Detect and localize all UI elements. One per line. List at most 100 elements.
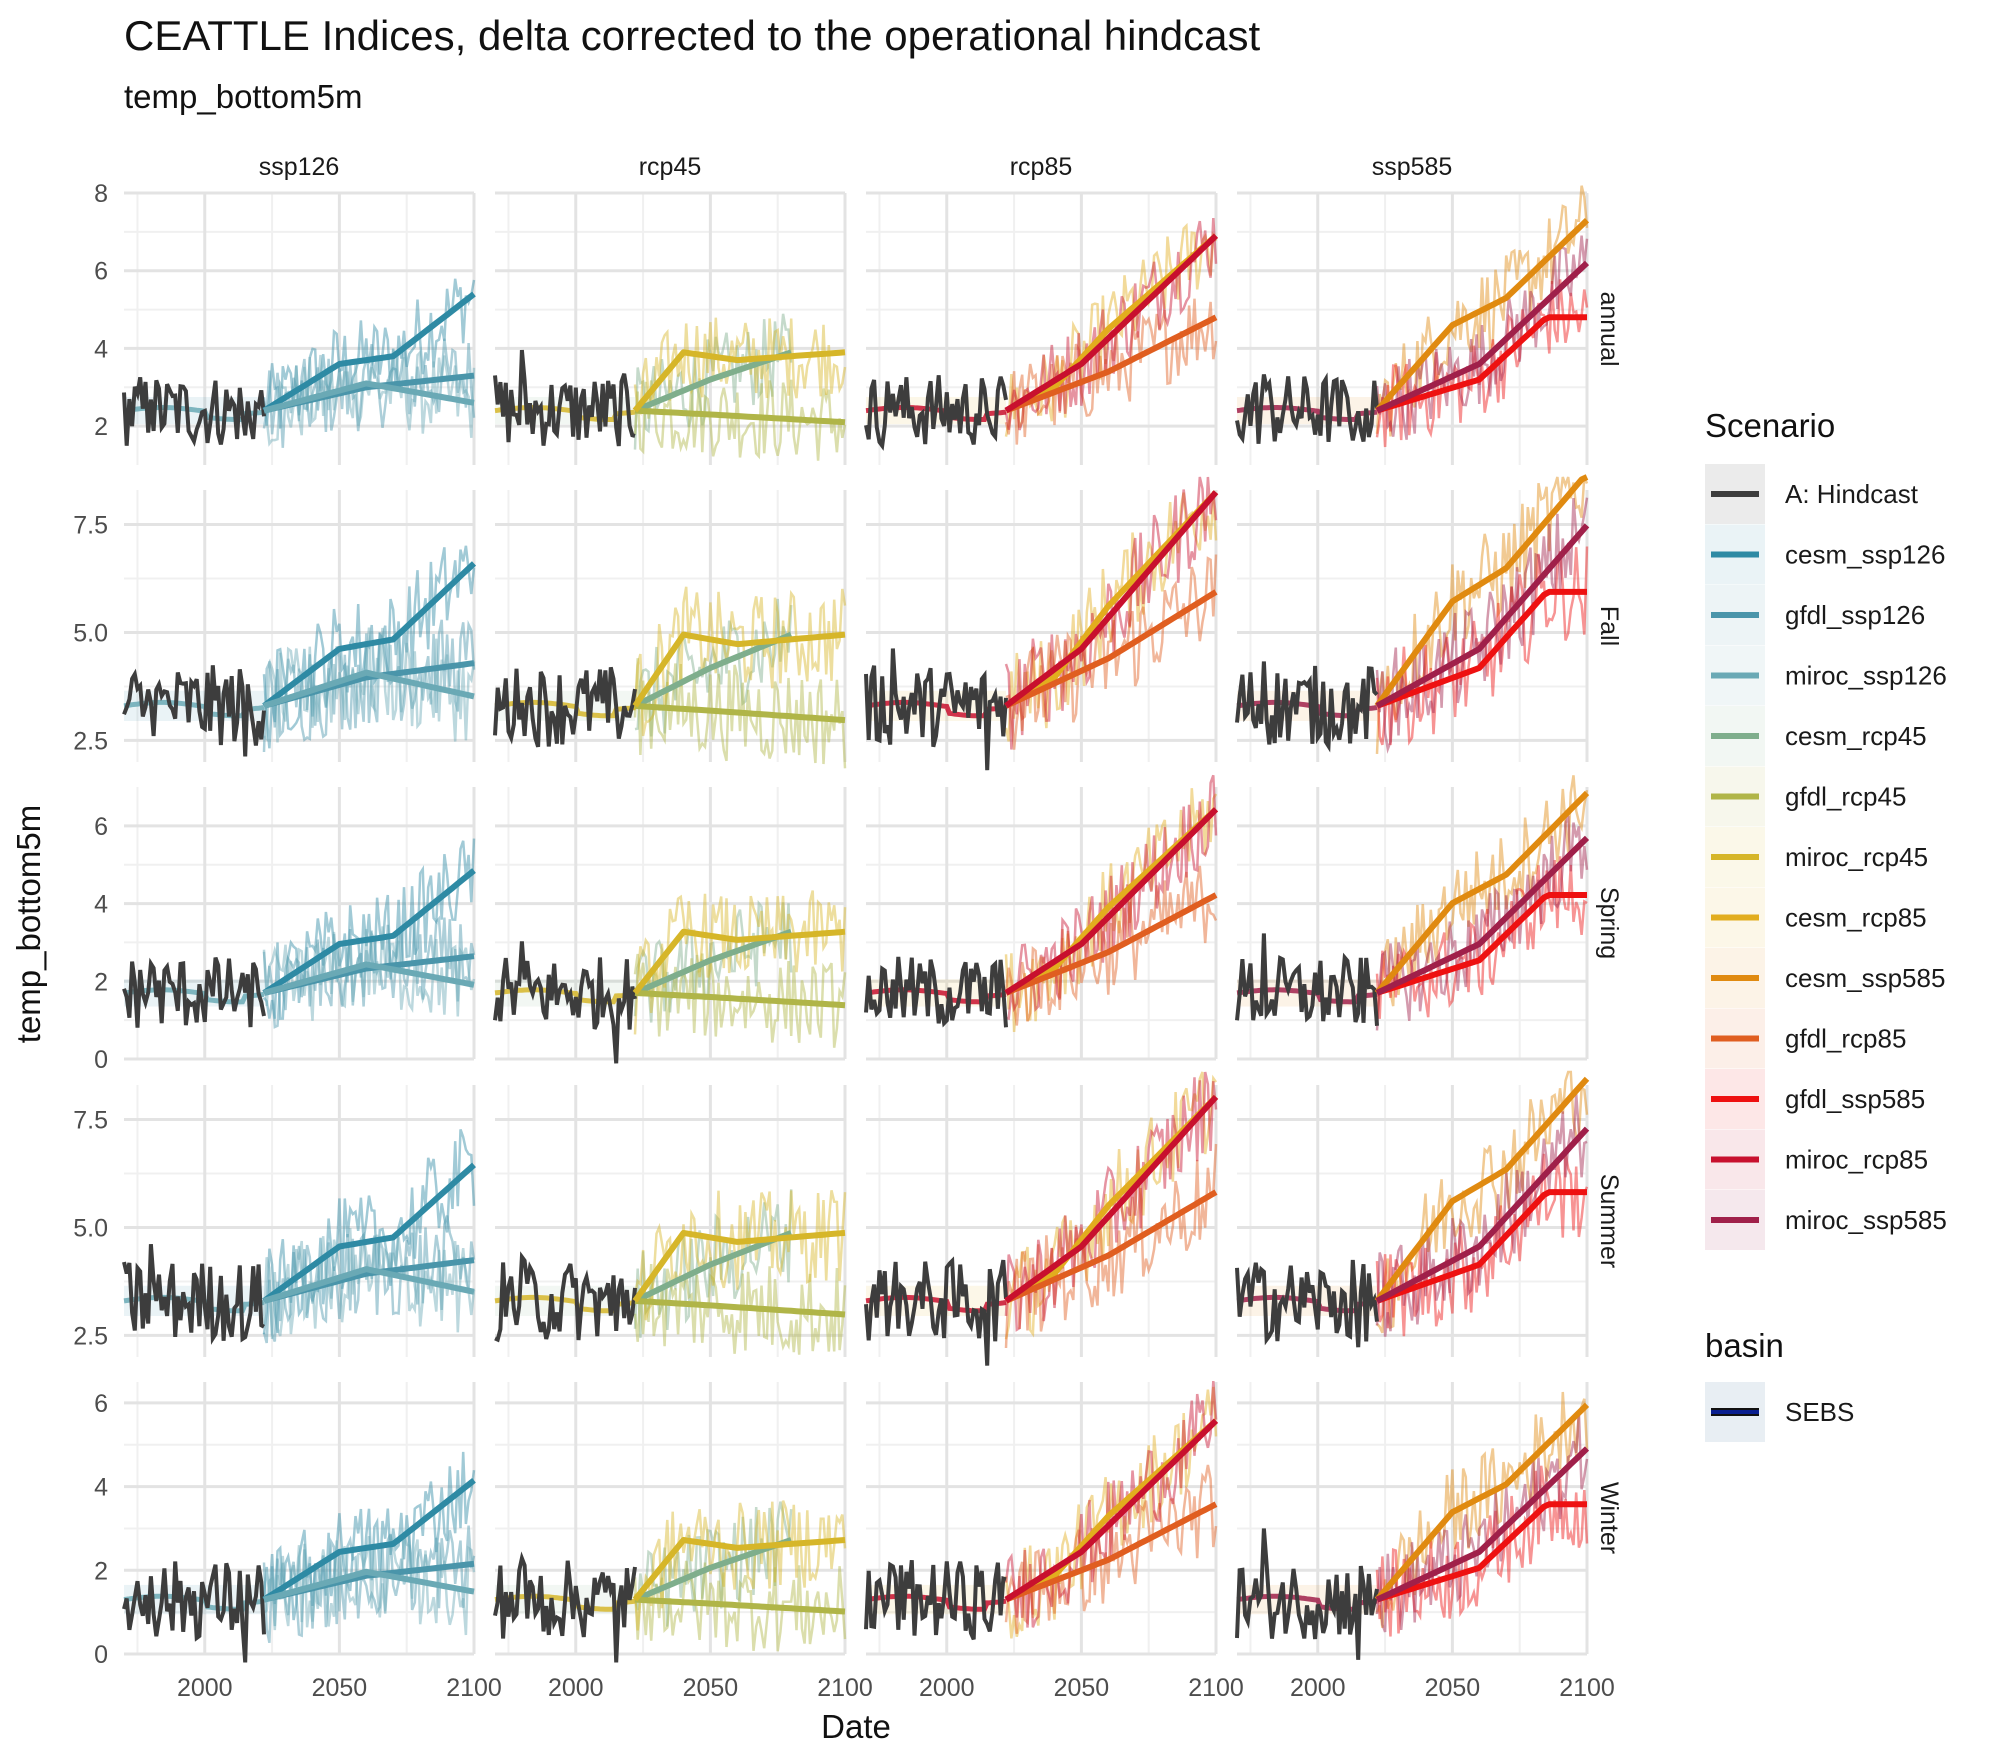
series-trend-miroc_ssp126 [263,1266,475,1304]
chart-subtitle: temp_bottom5m [124,78,362,115]
panel-rcp45-Spring [493,787,847,1064]
series-trend-miroc_rcp45 [632,1537,846,1602]
series-hindcast [1235,1259,1379,1348]
legend-label: cesm_ssp585 [1785,963,1945,993]
series-trend-gfdl_rcp45 [634,407,846,426]
legend-label: cesm_rcp85 [1785,903,1927,933]
panel-ssp585-annual [1235,185,1590,465]
y-tick-label: 0 [94,1641,108,1669]
series-trend-miroc_ssp126 [263,1568,475,1603]
series-hindcast [864,648,1008,771]
series-hindcast [494,1251,637,1343]
series-raw-cesm_rcp85 [1004,1071,1218,1340]
series-trend-miroc_rcp45 [632,928,846,995]
panel-ssp585-Winter [1235,1382,1590,1660]
series-raw-cesm_rcp45 [634,598,793,737]
series-raw-gfdl_rcp45 [633,953,847,1048]
panel-rcp45-Summer [494,1085,847,1357]
series-raw-miroc_ssp126 [263,1534,476,1636]
chart-title: CEATTLE Indices, delta corrected to the … [124,12,1261,59]
x-tick-label: 2100 [817,1674,873,1702]
series-trend-miroc_ssp585 [1375,260,1590,414]
series-hindcast [864,1256,1008,1366]
legend-label: miroc_ssp126 [1785,661,1947,691]
series-raw-miroc_ssp585 [1375,497,1589,754]
series-trend-gfdl_rcp85 [1004,892,1218,996]
series-trend-gfdl_rcp45 [634,989,846,1009]
panel-ssp126-Winter [122,1382,476,1663]
y-tick-label: 4 [94,1474,108,1502]
series-raw-cesm_rcp85 [1004,222,1218,437]
series-raw-cesm_ssp126 [262,1128,476,1335]
series-trend-gfdl_ssp585 [1375,588,1587,709]
series-hindcast [864,375,1008,451]
series-raw-cesm_ssp585 [1375,1391,1589,1628]
series-raw-gfdl_rcp45 [633,658,847,769]
y-tick-label: 5.0 [73,619,108,647]
x-axis-title: Date [821,1708,891,1745]
series-raw-cesm_ssp126 [262,545,476,749]
series-trend-cesm_rcp45 [633,349,793,414]
series-raw-gfdl_ssp126 [262,619,476,753]
series-raw-miroc_rcp45 [633,586,847,737]
legend-label: gfdl_ssp585 [1785,1084,1925,1114]
legend-label: miroc_rcp85 [1785,1145,1928,1175]
series-smooth-baseline [1236,1294,1378,1314]
y-tick-label: 2 [94,1557,108,1585]
series-trend-miroc_rcp85 [1004,233,1219,414]
y-tick-label: 2 [94,968,108,996]
x-tick-label: 2000 [548,1674,604,1702]
series-trend-gfdl_ssp585 [1376,1189,1587,1304]
series-raw-gfdl_rcp85 [1004,865,1218,1026]
series-raw-miroc_rcp45 [633,1190,847,1321]
panel-rcp85-Winter [864,1381,1219,1656]
series-trend-miroc_ssp585 [1375,1126,1590,1304]
facet-strip-Winter: Winter [1595,1482,1623,1554]
series-raw-gfdl_rcp45 [633,1264,847,1355]
series-trend-cesm_ssp126 [262,868,476,996]
series-trend-gfdl_ssp585 [1376,892,1587,996]
x-tick-label: 2050 [1054,1674,1110,1702]
y-tick-label: 7.5 [73,512,108,540]
legend-label: SEBS [1785,1397,1854,1427]
panel-ssp126-Spring [122,787,476,1061]
series-raw-cesm_rcp45 [633,1189,793,1338]
series-hindcast [122,1561,266,1663]
series-trend-gfdl_rcp45 [634,702,846,724]
y-tick-label: 4 [94,335,108,363]
series-trend-miroc_ssp126 [263,669,475,709]
facet-strip-ssp585: ssp585 [1372,153,1453,181]
series-trend-miroc_ssp126 [263,380,475,414]
series-trend-cesm_ssp126 [262,291,476,414]
series-trend-cesm_rcp45 [633,928,793,996]
series-hindcast [493,941,637,1064]
series-trend-miroc_rcp45 [632,1229,846,1303]
x-tick-label: 2000 [1290,1674,1346,1702]
series-raw-miroc_ssp126 [263,627,476,743]
series-trend-cesm_ssp585 [1374,1076,1590,1303]
legend-label: miroc_rcp45 [1785,842,1928,872]
series-raw-miroc_rcp85 [1005,774,1218,1020]
series-raw-miroc_rcp45 [633,890,847,1035]
panel-rcp45-annual [493,191,847,465]
series-trend-cesm_rcp45 [633,1537,793,1603]
series-trend-miroc_rcp85 [1004,1418,1219,1603]
series-raw-miroc_rcp85 [1004,476,1218,750]
facet-strip-Fall: Fall [1595,606,1623,646]
facet-strip-Spring: Spring [1595,887,1623,959]
series-hindcast [493,349,636,447]
series-raw-gfdl_ssp585 [1375,856,1588,1019]
y-tick-label: 2 [94,413,108,441]
series-raw-cesm_rcp85 [1004,492,1218,742]
legend-label: A: Hindcast [1785,479,1919,509]
series-raw-miroc_ssp585 [1375,815,1589,1031]
panel-rcp85-Fall [864,476,1219,771]
series-trend-cesm_ssp585 [1374,474,1589,708]
series-hindcast [1235,933,1379,1026]
y-tick-label: 2.5 [73,1322,108,1350]
series-trend-miroc_rcp45 [632,349,846,413]
series-hindcast [1235,1528,1379,1660]
panel-ssp585-Spring [1235,775,1590,1061]
series-trend-cesm_rcp45 [633,631,793,709]
series-hindcast [122,376,266,447]
